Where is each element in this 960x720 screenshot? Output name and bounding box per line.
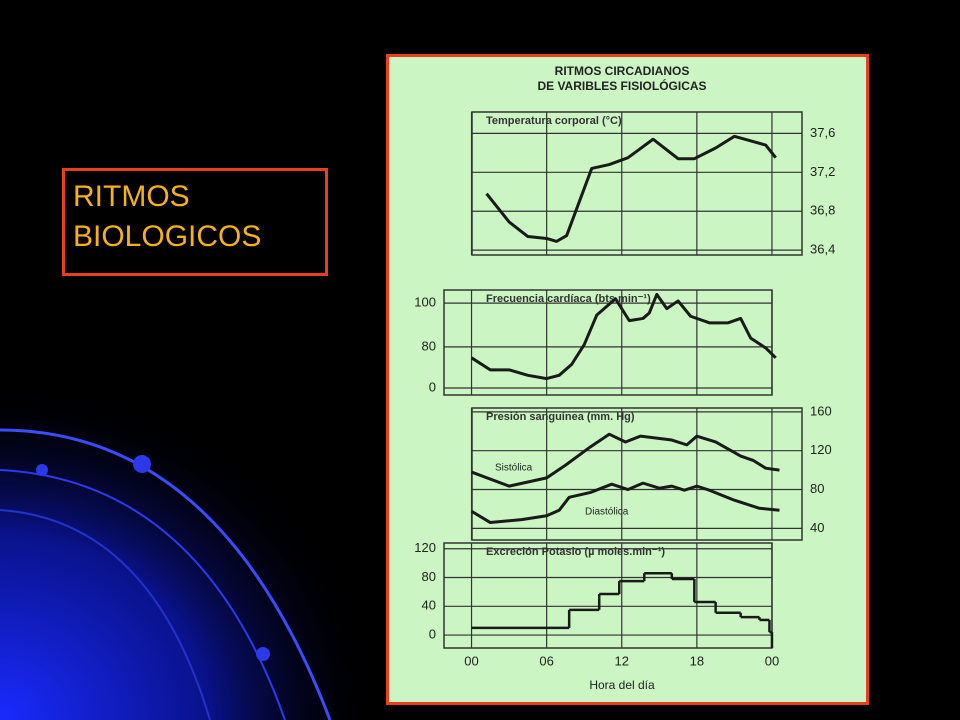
series-label: Sistólica	[495, 463, 533, 474]
x-tick-label: 06	[539, 653, 553, 668]
dot	[133, 455, 151, 473]
chart-background	[386, 54, 869, 705]
panel-title: Excreción Potasio (µ moles.min⁻¹)	[486, 546, 665, 558]
arc	[0, 428, 332, 720]
x-tick-label: 12	[615, 653, 629, 668]
slide-title: RITMOS BIOLOGICOS	[62, 168, 328, 276]
line	[470, 292, 777, 381]
y-tick-label: 80	[810, 481, 824, 496]
y-tick-label: 100	[414, 295, 436, 310]
panel-title: Presión sanguínea (mm. Hg)	[486, 411, 635, 423]
y-tick-label: 36,4	[810, 242, 835, 257]
chart-title: DE VARIBLES FISIOLÓGICAS	[537, 78, 706, 93]
line	[470, 481, 780, 525]
panel-title: Temperatura corporal (°C)	[486, 115, 622, 127]
y-tick-label: 37,6	[810, 125, 835, 140]
arc	[0, 509, 211, 720]
line	[471, 432, 780, 488]
chart: RITMOS CIRCADIANOS DE VARIBLES FISIOLÓGI…	[386, 54, 869, 705]
line	[485, 134, 777, 243]
y-tick-label: 120	[414, 540, 436, 555]
y-tick-label: 0	[429, 626, 436, 641]
x-tick-label: 18	[690, 653, 704, 668]
y-tick-label: 40	[422, 598, 436, 613]
x-axis-label: Hora del día	[589, 678, 655, 692]
y-tick-label: 36,8	[810, 203, 835, 218]
y-tick-label: 80	[422, 338, 436, 353]
glow	[0, 380, 380, 720]
dot	[36, 464, 48, 476]
x-tick-label: 00	[464, 653, 478, 668]
y-tick-label: 120	[810, 442, 832, 457]
y-tick-label: 80	[422, 569, 436, 584]
y-tick-label: 37,2	[810, 164, 835, 179]
y-tick-label: 160	[810, 403, 832, 418]
y-tick-label: 40	[810, 520, 824, 535]
x-tick-label: 00	[765, 653, 779, 668]
dot	[256, 647, 270, 661]
series-label: Diastólica	[585, 507, 629, 518]
chart-title: RITMOS CIRCADIANOS	[555, 64, 690, 78]
y-tick-label: 0	[429, 379, 436, 394]
